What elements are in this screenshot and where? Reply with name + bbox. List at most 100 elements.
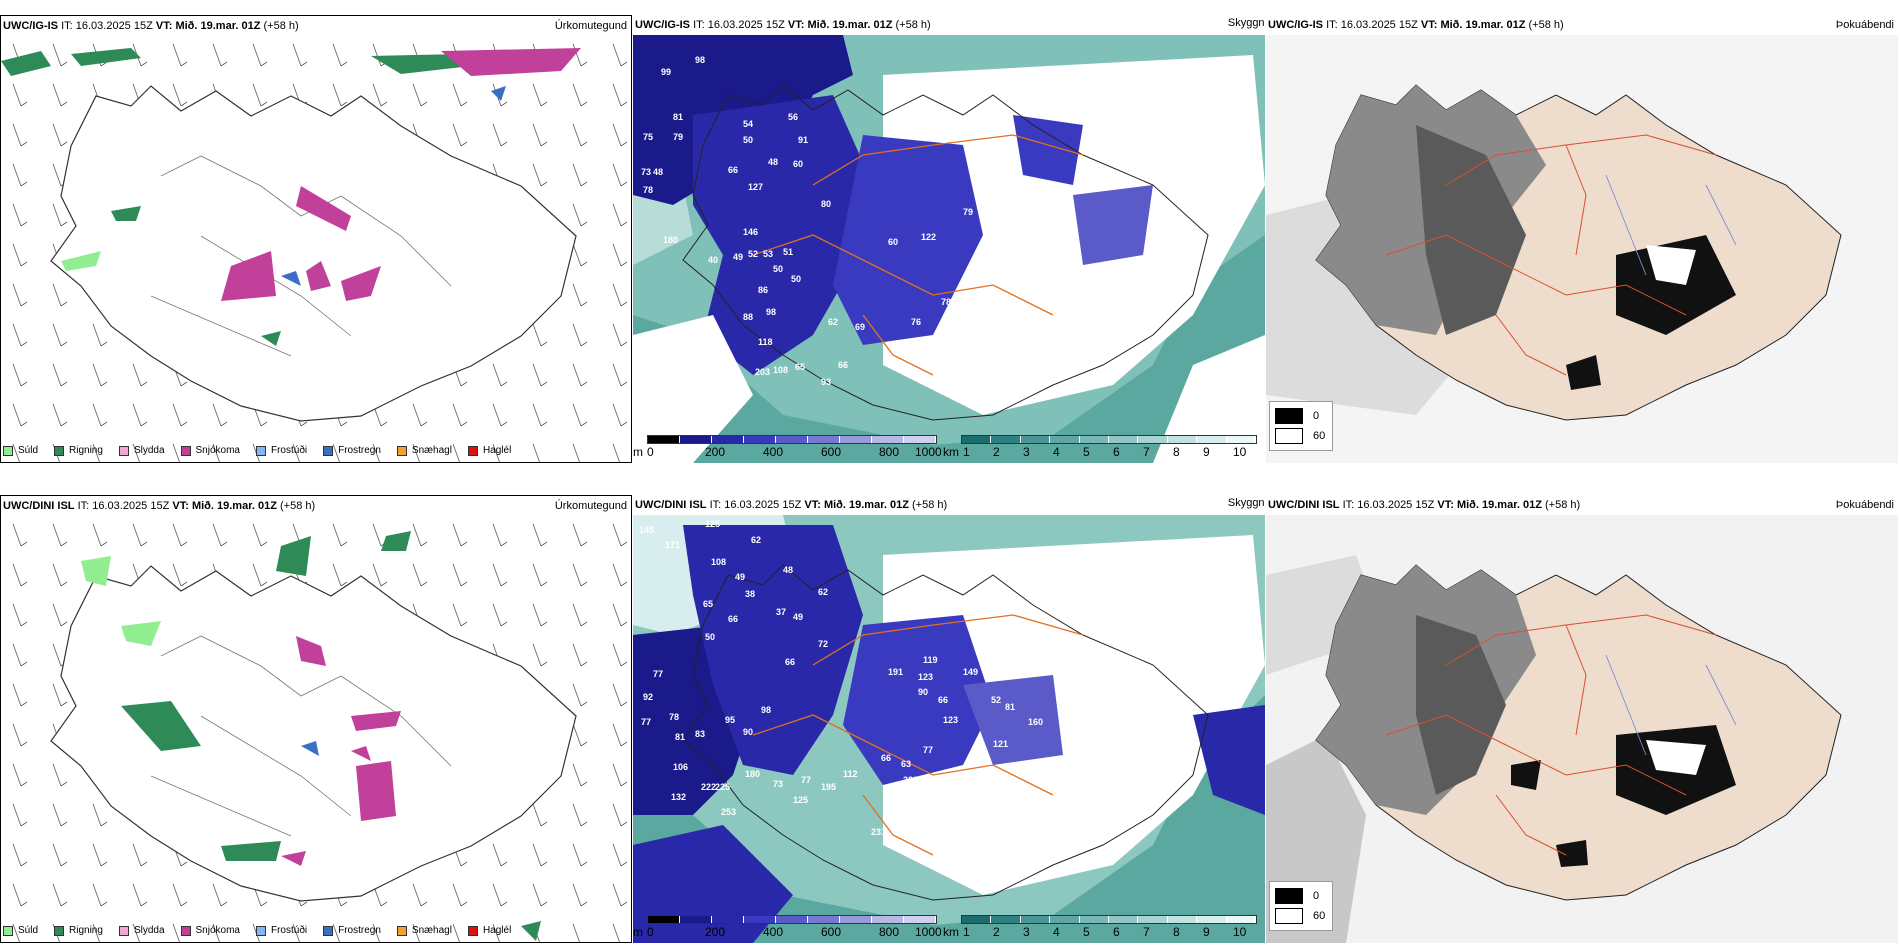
svg-text:51: 51 xyxy=(783,247,793,257)
svg-text:123: 123 xyxy=(943,715,958,725)
precip-map[interactable] xyxy=(1,516,631,942)
cloud-base-colorbar: m 0 200 400 600 800 1000 xyxy=(633,435,943,461)
panel-header: UWC/IG-IS IT: 16.03.2025 15Z VT: Mið. 19… xyxy=(3,20,299,32)
legend-swatch xyxy=(1275,888,1303,904)
svg-text:90: 90 xyxy=(918,687,928,697)
legend-swatch xyxy=(1275,908,1303,924)
svg-text:225: 225 xyxy=(715,782,730,792)
fog-map[interactable] xyxy=(1266,515,1898,943)
fog-legend: 0 60 xyxy=(1269,401,1333,451)
panel-header: UWC/IG-IS IT: 16.03.2025 15Z VT: Mið. 19… xyxy=(635,19,931,31)
legend-item: Frostúði xyxy=(255,925,307,936)
svg-text:91: 91 xyxy=(798,135,808,145)
fog-legend: 0 60 xyxy=(1269,881,1333,931)
svg-text:49: 49 xyxy=(793,612,803,622)
svg-text:53: 53 xyxy=(763,249,773,259)
svg-text:77: 77 xyxy=(653,669,663,679)
svg-text:118: 118 xyxy=(758,337,773,347)
svg-text:112: 112 xyxy=(843,769,858,779)
svg-text:81: 81 xyxy=(673,112,683,122)
svg-text:203: 203 xyxy=(755,367,770,377)
svg-text:77: 77 xyxy=(641,717,651,727)
svg-text:79: 79 xyxy=(673,132,683,142)
legend-swatch xyxy=(323,445,334,456)
visibility-colorbar: km 1 2 3 4 5 6 7 8 9 10 xyxy=(943,915,1261,941)
svg-text:88: 88 xyxy=(1031,277,1041,287)
svg-text:65: 65 xyxy=(795,362,805,372)
svg-text:56: 56 xyxy=(788,112,798,122)
legend-item: Súld xyxy=(3,925,38,936)
precip-type-panel-top: UWC/IG-IS IT: 16.03.2025 15Z VT: Mið. 19… xyxy=(0,15,632,463)
svg-text:222: 222 xyxy=(701,782,716,792)
svg-text:65: 65 xyxy=(703,599,713,609)
svg-text:176: 176 xyxy=(931,832,946,842)
svg-text:149: 149 xyxy=(963,667,978,677)
legend-item: Slydda xyxy=(118,445,165,456)
iceland-outline xyxy=(682,564,1209,901)
svg-text:48: 48 xyxy=(768,157,778,167)
product-title: Þokuábendi xyxy=(1835,19,1894,31)
legend-swatch xyxy=(118,445,129,456)
visibility-colorbar: km 1 2 3 4 5 6 7 8 9 10 xyxy=(943,435,1261,461)
svg-text:73: 73 xyxy=(773,779,783,789)
svg-text:81: 81 xyxy=(675,732,685,742)
legend-item: Snjókoma xyxy=(180,925,240,936)
svg-text:48: 48 xyxy=(783,565,793,575)
svg-text:93: 93 xyxy=(821,377,831,387)
legend-item: Snjókoma xyxy=(180,445,240,456)
svg-text:60: 60 xyxy=(793,159,803,169)
svg-text:132: 132 xyxy=(671,792,686,802)
svg-text:195: 195 xyxy=(821,782,836,792)
visibility-map[interactable]: 145 125 62 171 108 48 49 38 65 66 37 49 … xyxy=(633,515,1265,943)
svg-text:50: 50 xyxy=(791,274,801,284)
svg-text:63: 63 xyxy=(901,759,911,769)
svg-text:77: 77 xyxy=(801,775,811,785)
fog-panel-bottom: UWC/DINI ISL IT: 16.03.2025 15Z VT: Mið.… xyxy=(1266,495,1898,943)
panel-header: UWC/IG-IS IT: 16.03.2025 15Z VT: Mið. 19… xyxy=(1268,19,1564,31)
svg-text:78: 78 xyxy=(669,712,679,722)
legend-item: Haglél xyxy=(467,445,511,456)
svg-text:75: 75 xyxy=(643,132,653,142)
svg-text:80: 80 xyxy=(821,199,831,209)
legend-item: Frostregn xyxy=(323,925,381,936)
svg-text:76: 76 xyxy=(911,317,921,327)
svg-text:66: 66 xyxy=(938,695,948,705)
legend-item: Rigning xyxy=(54,925,103,936)
product-title: Úrkomutegund xyxy=(554,20,627,32)
legend-swatch xyxy=(3,445,13,456)
svg-text:52: 52 xyxy=(991,695,1001,705)
svg-text:86: 86 xyxy=(758,285,768,295)
svg-text:106: 106 xyxy=(673,762,688,772)
svg-text:62: 62 xyxy=(818,587,828,597)
svg-text:83: 83 xyxy=(695,729,705,739)
svg-text:132: 132 xyxy=(1033,292,1048,302)
fog-map[interactable] xyxy=(1266,35,1898,463)
legend-item: Frostregn xyxy=(323,445,381,456)
svg-text:160: 160 xyxy=(1028,717,1043,727)
visibility-panel-bottom: UWC/DINI ISL IT: 16.03.2025 15Z VT: Mið.… xyxy=(633,495,1265,943)
precip-map[interactable] xyxy=(1,36,631,462)
svg-text:98: 98 xyxy=(695,55,705,65)
legend-swatch xyxy=(118,925,129,936)
visibility-map[interactable]: 99 98 81 79 75 73 78 48 66 54 56 91 50 4… xyxy=(633,35,1265,463)
svg-text:81: 81 xyxy=(1005,702,1015,712)
svg-text:38: 38 xyxy=(745,589,755,599)
iceland-outline xyxy=(50,565,577,902)
legend-item: Slydda xyxy=(118,925,165,936)
svg-text:66: 66 xyxy=(838,360,848,370)
svg-text:180: 180 xyxy=(663,235,678,245)
svg-text:108: 108 xyxy=(773,365,788,375)
svg-text:171: 171 xyxy=(665,540,680,550)
svg-text:60: 60 xyxy=(888,237,898,247)
svg-text:92: 92 xyxy=(643,692,653,702)
svg-text:220: 220 xyxy=(903,775,918,785)
legend-swatch xyxy=(1275,408,1303,424)
cloud-base-colorbar: m 0 200 400 600 800 1000 xyxy=(633,915,943,941)
precip-legend: Súld Rigning Slydda Snjókoma Frostúði Fr… xyxy=(3,925,511,936)
legend-item: Snæhagl xyxy=(396,925,452,936)
svg-text:127: 127 xyxy=(748,182,763,192)
legend-swatch xyxy=(467,925,478,936)
precip-legend: Súld Rigning Slydda Snjókoma Frostúði Fr… xyxy=(3,445,511,456)
svg-text:119: 119 xyxy=(923,655,938,665)
precip-type-panel-bottom: UWC/DINI ISL IT: 16.03.2025 15Z VT: Mið.… xyxy=(0,495,632,943)
